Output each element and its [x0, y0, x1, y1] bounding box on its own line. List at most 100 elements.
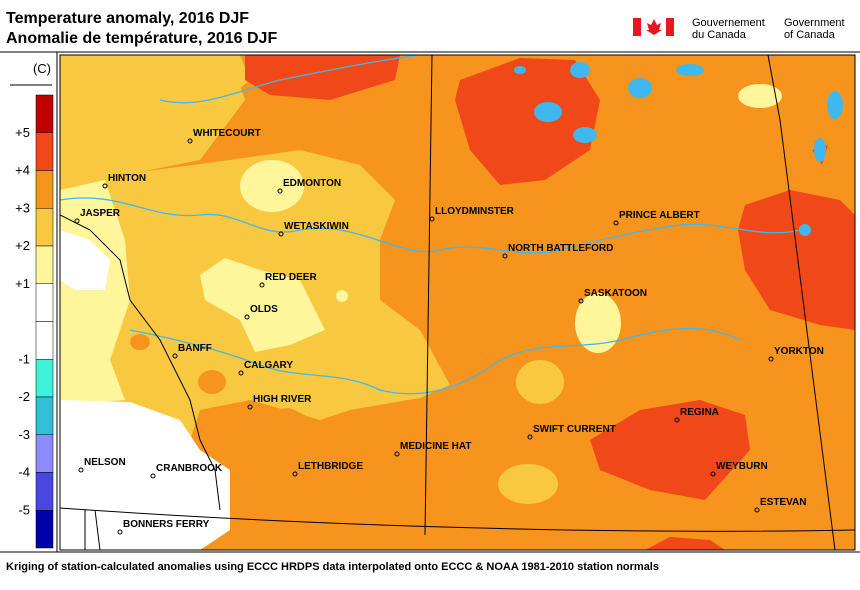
city-marker: [247, 404, 253, 410]
city-marker: [292, 471, 298, 477]
city-marker: [78, 467, 84, 473]
city-marker: [259, 282, 265, 288]
city-marker: [502, 253, 508, 259]
river: [159, 55, 421, 104]
gov-logo: Gouvernement du Canada Government of Can…: [633, 17, 845, 41]
city-label: BONNERS FERRY: [123, 519, 210, 530]
city-label: JASPER: [80, 208, 121, 219]
city-label: LLOYDMINSTER: [435, 206, 515, 217]
gov-fr: du Canada: [692, 29, 747, 41]
anomaly-zone: [575, 293, 621, 353]
city-label: PRINCE ALBERT: [619, 210, 700, 221]
legend-swatch: [35, 283, 54, 322]
legend-label: -1: [18, 351, 30, 366]
anomaly-zone: [130, 334, 150, 350]
lake: [799, 224, 811, 236]
legend-label: +2: [15, 238, 30, 253]
anomaly-zone: [498, 464, 558, 504]
legend-swatch: [35, 359, 54, 398]
anomaly-zone: [60, 55, 245, 172]
legend-swatch: [35, 396, 54, 435]
city-marker: [117, 529, 123, 535]
legend-label: -3: [18, 427, 30, 442]
anomaly-zone: [60, 230, 110, 290]
anomaly-zone: [200, 258, 325, 352]
city-label: CALGARY: [244, 360, 293, 371]
river: [129, 327, 741, 395]
legend-swatch: [35, 321, 54, 360]
legend-swatch: [35, 434, 54, 473]
city-label: SASKATOON: [584, 288, 647, 299]
city-label: RED DEER: [265, 272, 317, 283]
legend-label: -2: [18, 389, 30, 404]
legend-swatch: [35, 472, 54, 511]
legend-label: +3: [15, 200, 30, 215]
city-label: LETHBRIDGE: [298, 461, 363, 472]
legend-swatch: [35, 132, 54, 171]
footer: Kriging of station-calculated anomalies …: [6, 561, 659, 573]
legend-swatch: [35, 245, 54, 284]
lake: [534, 102, 562, 122]
anomaly-zone: [738, 190, 855, 330]
anomaly-zone: [590, 400, 750, 500]
city-label: NORTH BATTLEFORD: [508, 243, 613, 254]
state-border: [84, 509, 101, 550]
anomaly-zone: [516, 360, 564, 404]
anomaly-zone: [232, 408, 330, 492]
gov-fr: Gouvernement: [692, 17, 765, 29]
city-label: WEYBURN: [716, 461, 768, 472]
legend-label: +1: [15, 276, 30, 291]
city-marker: [710, 471, 716, 477]
river: [60, 197, 801, 254]
anomaly-zone: [336, 290, 348, 302]
city-marker: [674, 417, 680, 423]
water: [514, 62, 843, 236]
city-marker: [613, 220, 619, 226]
legend: +5 +4 +3 +2 +1 -1 -2 -3 -4 -5: [15, 94, 54, 549]
anomaly-zone: [738, 84, 782, 108]
city-label: NELSON: [84, 457, 126, 468]
city-label: EDMONTON: [283, 178, 341, 189]
city-marker: [578, 298, 584, 304]
lake: [514, 66, 526, 74]
province-border: [424, 55, 433, 536]
city-marker: [238, 370, 244, 376]
city-marker: [277, 188, 283, 194]
lake: [676, 64, 704, 76]
city-label: WETASKIWIN: [284, 221, 349, 232]
city-label: REGINA: [680, 407, 719, 418]
anomaly-zone: [198, 370, 226, 394]
title-fr: Anomalie de température, 2016 DJF: [6, 30, 277, 47]
city-label: BANFF: [178, 343, 212, 354]
city-label: CRANBROOK: [156, 463, 223, 474]
city-marker: [278, 231, 284, 237]
boundaries: [60, 55, 855, 550]
rivers: [60, 55, 801, 395]
city-label: WHITECOURT: [193, 128, 261, 139]
legend-unit: (C): [33, 61, 51, 76]
anomaly-zone: [60, 55, 450, 440]
city-marker: [244, 314, 250, 320]
city-marker: [527, 434, 533, 440]
anomaly-zone: [60, 400, 230, 550]
city-label: HIGH RIVER: [253, 394, 312, 405]
city-label: MEDICINE HAT: [400, 441, 471, 452]
map: WHITECOURT HINTON EDMONTON JASPER WETASKIWIN…: [60, 55, 855, 550]
country-border: [60, 507, 855, 532]
city-marker: [754, 507, 760, 513]
legend-swatch: [35, 94, 54, 133]
city-label: SWIFT CURRENT: [533, 424, 616, 435]
cities: WHITECOURT HINTON EDMONTON JASPER WETASKIWIN…: [74, 128, 824, 535]
legend-label: +5: [15, 125, 30, 140]
anomaly-zone: [645, 537, 725, 550]
lake: [628, 78, 652, 98]
province-border: [767, 55, 836, 550]
anomaly-zone: [240, 160, 304, 212]
gov-en: of Canada: [784, 29, 836, 41]
anomaly-zone: [245, 55, 400, 100]
city-label: HINTON: [108, 173, 146, 184]
lake: [827, 91, 843, 119]
title-en: Temperature anomaly, 2016 DJF: [6, 10, 249, 27]
legend-label: -4: [18, 465, 30, 480]
